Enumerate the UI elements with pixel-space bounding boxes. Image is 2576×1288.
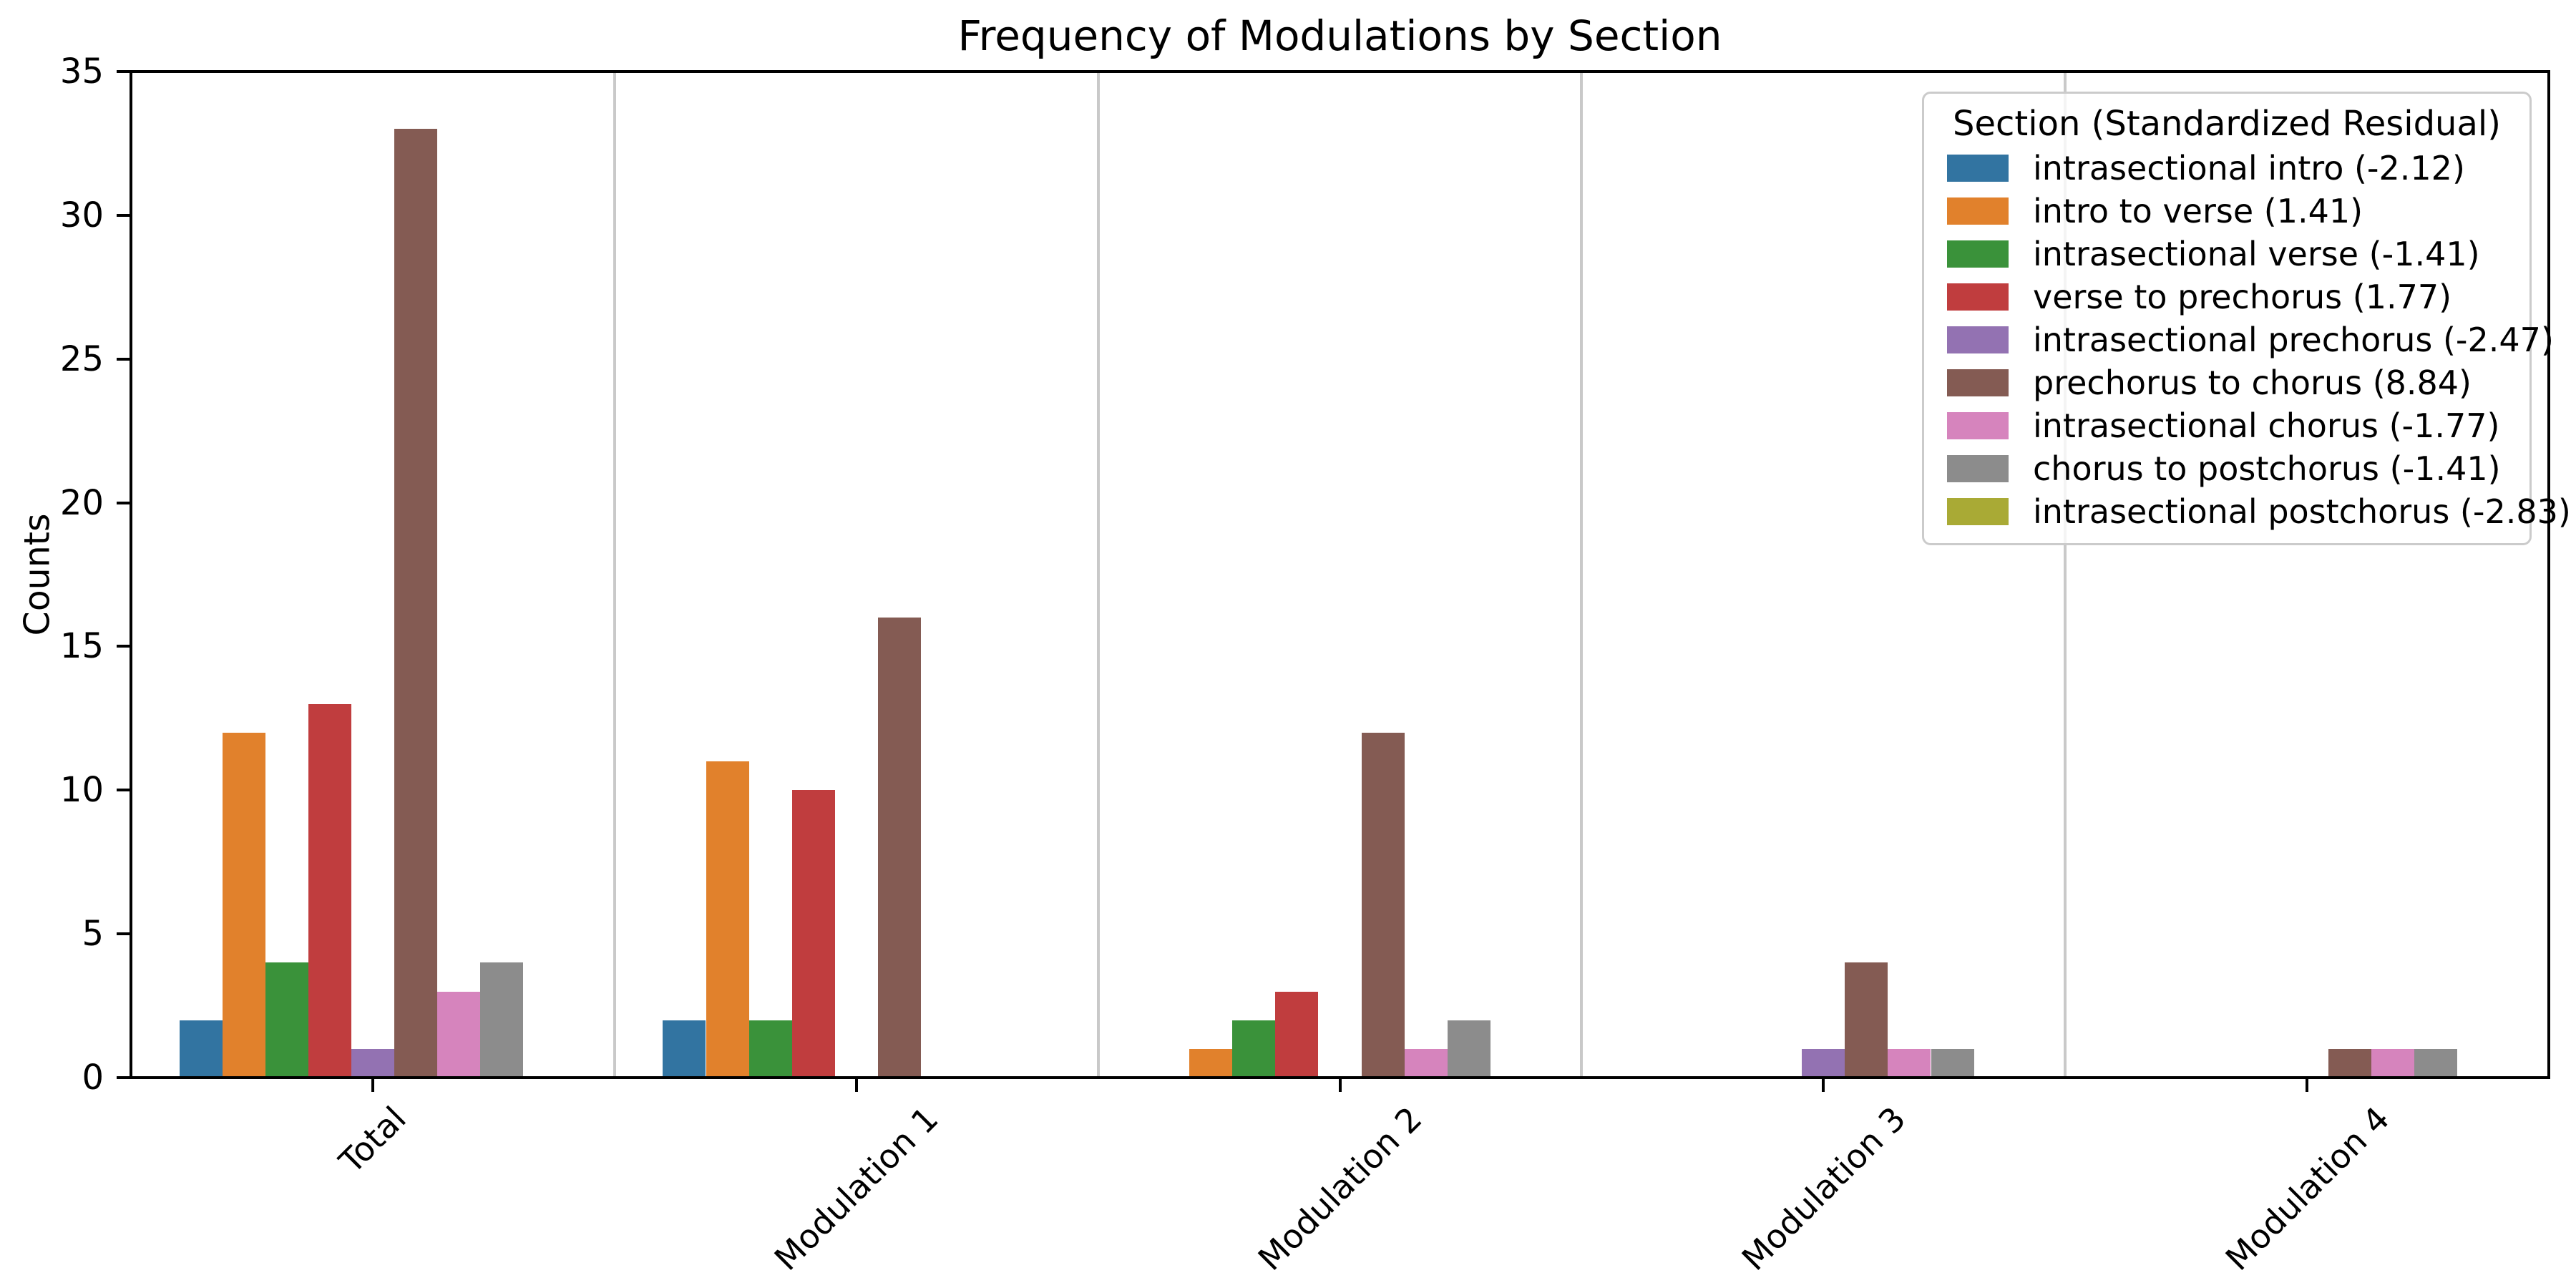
bar (265, 962, 308, 1078)
bar (1189, 1048, 1233, 1078)
y-tick-label: 5 (82, 914, 104, 955)
legend-row: prechorus to chorus (8.84) (1924, 361, 2529, 404)
bar (1447, 1020, 1491, 1078)
bar (351, 1048, 394, 1078)
y-tick-mark (117, 789, 130, 792)
y-tick-mark (117, 213, 130, 217)
legend-label: intrasectional intro (-2.12) (2033, 149, 2465, 187)
legend-row: intrasectional intro (-2.12) (1924, 147, 2529, 190)
bar (1931, 1048, 1974, 1078)
bar (2414, 1048, 2458, 1078)
y-tick-mark (117, 70, 130, 73)
legend: Section (Standardized Residual) intrasec… (1922, 92, 2571, 545)
legend-row: intrasectional prechorus (-2.47) (1924, 318, 2554, 361)
legend-color-swatch (1947, 283, 2009, 311)
x-tick-label: Modulation 3 (1734, 1098, 1913, 1278)
bar (1275, 991, 1319, 1078)
legend-label: intrasectional chorus (-1.77) (2033, 406, 2500, 445)
y-tick-mark (117, 645, 130, 648)
legend-row: intrasectional chorus (-1.77) (1924, 404, 2529, 447)
bar (2371, 1048, 2415, 1078)
y-tick-label: 30 (59, 195, 104, 235)
y-tick-mark (117, 501, 130, 504)
bar (706, 761, 749, 1078)
bar (308, 703, 351, 1078)
legend-color-swatch (1947, 155, 2009, 182)
y-tick-label: 20 (59, 482, 104, 523)
chart-title: Frequency of Modulations by Section (957, 11, 1722, 60)
legend-title: Section (Standardized Residual) (1953, 104, 2501, 144)
bar (437, 991, 481, 1078)
x-tick-mark (854, 1079, 858, 1092)
y-tick-label: 0 (82, 1058, 104, 1098)
bar (222, 732, 265, 1078)
left-spine (130, 70, 132, 1079)
bar (1404, 1048, 1448, 1078)
x-tick-label: Total (332, 1098, 414, 1181)
legend-entries: intrasectional intro (-2.12) intro to ver… (1924, 147, 2571, 533)
bar (1888, 1048, 1931, 1078)
bar (791, 790, 835, 1078)
legend-row: intrasectional verse (-1.41) (1924, 233, 2529, 275)
y-tick-mark (117, 1076, 130, 1079)
y-tick-label: 35 (59, 52, 104, 92)
x-tick-mark (2306, 1079, 2309, 1092)
bar (663, 1020, 706, 1078)
y-tick-mark (117, 357, 130, 361)
bar (394, 129, 437, 1078)
group-divider (1096, 72, 1100, 1078)
bottom-spine (130, 1076, 2550, 1079)
legend-color-swatch (1947, 412, 2009, 439)
bar (877, 618, 921, 1078)
x-tick-label: Modulation 4 (2218, 1098, 2397, 1278)
legend-label: intro to verse (1.41) (2033, 192, 2363, 230)
bar (179, 1020, 223, 1078)
y-tick-mark (117, 932, 130, 936)
legend-color-swatch (1947, 455, 2009, 482)
y-tick-label: 25 (59, 338, 104, 379)
y-axis-label: Counts (16, 513, 58, 636)
x-tick-label: Modulation 1 (766, 1098, 946, 1278)
bar (480, 962, 524, 1078)
legend-row: intro to verse (1.41) (1924, 190, 2529, 233)
legend-label: prechorus to chorus (8.84) (2033, 364, 2472, 402)
legend-row: chorus to postchorus (-1.41) (1924, 447, 2529, 490)
legend-label: chorus to postchorus (-1.41) (2033, 449, 2501, 488)
legend-label: intrasectional postchorus (-2.83) (2033, 492, 2571, 531)
x-tick-mark (1338, 1079, 1342, 1092)
legend-color-swatch (1947, 369, 2009, 396)
y-tick-label: 15 (59, 626, 104, 667)
legend-label: intrasectional prechorus (-2.47) (2033, 321, 2554, 359)
x-tick-mark (371, 1079, 374, 1092)
group-divider (2064, 72, 2067, 1078)
right-spine (2547, 70, 2550, 1079)
bar (1845, 962, 1888, 1078)
legend-color-swatch (1947, 326, 2009, 353)
legend-label: verse to prechorus (1.77) (2033, 278, 2452, 316)
y-tick-label: 10 (59, 770, 104, 811)
legend-label: intrasectional verse (-1.41) (2033, 235, 2480, 273)
legend-color-swatch (1947, 197, 2009, 225)
legend-color-swatch (1947, 498, 2009, 525)
bar (748, 1020, 792, 1078)
top-spine (130, 70, 2550, 73)
bar (1802, 1048, 1845, 1078)
x-tick-mark (1822, 1079, 1825, 1092)
bar (1232, 1020, 1276, 1078)
bar (1361, 732, 1405, 1078)
x-tick-label: Modulation 2 (1250, 1098, 1430, 1278)
group-divider (613, 72, 616, 1078)
legend-color-swatch (1947, 240, 2009, 268)
legend-row: intrasectional postchorus (-2.83) (1924, 490, 2571, 533)
bar (2328, 1048, 2372, 1078)
legend-row: verse to prechorus (1.77) (1924, 275, 2529, 318)
group-divider (1580, 72, 1584, 1078)
